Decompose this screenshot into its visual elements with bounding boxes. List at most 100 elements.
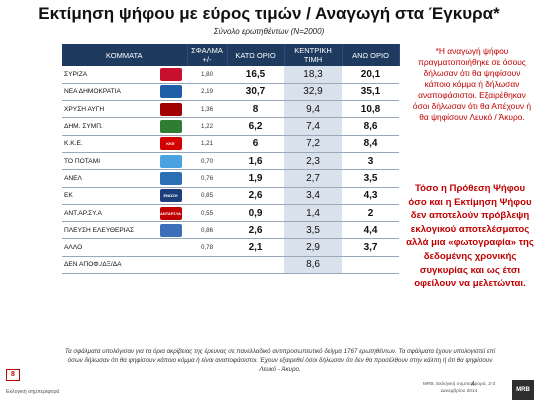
error-value: 1,36	[187, 100, 228, 119]
mid-value: 1,4	[284, 204, 343, 223]
party-logo	[154, 117, 188, 136]
table-row: Κ.Κ.Ε. ΚΚΕ 1,21 6 7,2 8,4	[62, 135, 400, 153]
party-name: ΑΝΕΛ	[62, 169, 154, 188]
high-value: 2	[342, 204, 400, 223]
party-name: ΕΚ	[62, 187, 154, 205]
table-row: ΕΚ ΕΝΩΣΗ ΚΕΝΤΡΩΩΝ 0,852,63,44,3	[62, 187, 400, 205]
low-value: 2,6	[227, 221, 285, 240]
mid-value: 3,5	[284, 221, 343, 240]
party-logo	[154, 221, 188, 240]
party-name: ΑΛΛΟ	[62, 238, 154, 257]
party-name: ΔΗΜ. ΣΥΜΠ.	[62, 117, 154, 136]
xa-logo-icon	[159, 102, 182, 116]
page-title: Εκτίμηση ψήφου με εύρος τιμών / Αναγωγή …	[38, 4, 500, 23]
high-value: 10,8	[342, 100, 400, 119]
low-value	[227, 256, 285, 275]
table-row: ΝΕΑ ΔΗΜΟΚΡΑΤΙΑ 2,19 30,7 32,9 35,1	[62, 83, 400, 102]
footnote-errors: Τα σφάλματα υπολόγισαν για τα όρια ακρίβ…	[64, 348, 496, 373]
vote-estimate-table: ΚΟΜΜΑΤΑ ΣΦΑΛΜΑ +/- ΚΑΤΩ ΟΡΙΟ ΚΕΝΤΡΙΚΗ ΤΙ…	[62, 44, 400, 275]
low-value: 1,6	[227, 152, 285, 171]
party-logo	[154, 152, 188, 171]
table-row: ΑΛΛΟ 0,78 2,1 2,9 3,7	[62, 238, 400, 257]
footer-left-text: Εκλογική σημπεριφορά	[6, 389, 60, 395]
high-value: 8,6	[342, 117, 400, 136]
error-value: 0,85	[187, 187, 228, 205]
note-disclaimer: Τόσο η Πρόθεση Ψήφου όσο και η Εκτίμηση …	[406, 183, 534, 290]
party-name: ΠΛΕΥΣΗ ΕΛΕΥΘΕΡΙΑΣ	[62, 221, 154, 240]
header-mid: ΚΕΝΤΡΙΚΗ ΤΙΜΗ	[284, 44, 343, 66]
party-logo	[154, 100, 188, 119]
table-row: ΔΗΜ. ΣΥΜΠ. 1,22 6,2 7,4 8,6	[62, 117, 400, 136]
high-value	[342, 256, 400, 275]
low-value: 16,5	[227, 66, 285, 84]
anel-logo-icon	[159, 171, 182, 185]
header-low: ΚΑΤΩ ΟΡΙΟ	[227, 44, 285, 66]
mid-value: 7,4	[284, 117, 343, 136]
header-party: ΚΟΜΜΑΤΑ	[62, 44, 188, 66]
party-logo: ΚΚΕ	[154, 135, 188, 153]
high-value: 4,4	[342, 221, 400, 240]
error-value	[187, 256, 228, 275]
high-value: 8,4	[342, 135, 400, 153]
party-name: Κ.Κ.Ε.	[62, 135, 154, 153]
syriza-logo-icon	[159, 67, 182, 81]
mid-value: 7,2	[284, 135, 343, 153]
party-name: ΑΝΤ.ΑΡ.ΣΥ.Α	[62, 204, 154, 223]
table-row: ΑΝΕΛ 0,76 1,9 2,7 3,5	[62, 169, 400, 188]
low-value: 2,6	[227, 187, 285, 205]
error-value: 2,19	[187, 83, 228, 102]
party-logo: ΑΝΤΑΡΣΥΑ	[154, 204, 188, 223]
mid-value: 3,4	[284, 187, 343, 205]
party-logo: ΕΝΩΣΗ ΚΕΝΤΡΩΩΝ	[154, 187, 188, 205]
potami-logo-icon	[159, 154, 182, 168]
mid-value: 8,6	[284, 256, 343, 275]
page-number: 8	[6, 369, 20, 381]
page-subtitle: Σύνολο ερωτηθέντων (Ν=2000)	[213, 27, 325, 36]
slide-number: 4	[471, 381, 475, 388]
high-value: 3	[342, 152, 400, 171]
low-value: 30,7	[227, 83, 285, 102]
dimsymp-logo-icon	[159, 120, 182, 134]
party-logo	[154, 256, 188, 275]
table-row: ΧΡΥΣΗ ΑΥΓΗ 1,36 8 9,4 10,8	[62, 100, 400, 119]
mid-value: 9,4	[284, 100, 343, 119]
error-value: 0,86	[187, 221, 228, 240]
high-value: 3,5	[342, 169, 400, 188]
error-value: 0,55	[187, 204, 228, 223]
table-row: ΑΝΤ.ΑΡ.ΣΥ.Α ΑΝΤΑΡΣΥΑ 0,55 0,9 1,4 2	[62, 204, 400, 223]
party-logo	[154, 169, 188, 188]
high-value: 20,1	[342, 66, 400, 84]
error-value: 0,78	[187, 238, 228, 257]
mid-value: 2,3	[284, 152, 343, 171]
low-value: 6	[227, 135, 285, 153]
plefsi-logo-icon	[159, 223, 182, 237]
table-row: ΠΛΕΥΣΗ ΕΛΕΥΘΕΡΙΑΣ 0,86 2,6 3,5 4,4	[62, 221, 400, 240]
table-header-row: ΚΟΜΜΑΤΑ ΣΦΑΛΜΑ +/- ΚΑΤΩ ΟΡΙΟ ΚΕΝΤΡΙΚΗ ΤΙ…	[62, 44, 400, 66]
error-value: 1,80	[187, 66, 228, 84]
mid-value: 32,9	[284, 83, 343, 102]
party-logo	[154, 66, 188, 84]
error-value: 0,76	[187, 169, 228, 188]
party-name: ΔΕΝ ΑΠΟΦ./ΔΞ/ΔΑ	[62, 256, 154, 275]
party-logo	[154, 83, 188, 102]
party-logo	[154, 238, 188, 257]
ek-logo-icon: ΕΝΩΣΗ ΚΕΝΤΡΩΩΝ	[159, 189, 182, 203]
party-name: ΝΕΑ ΔΗΜΟΚΡΑΤΙΑ	[62, 83, 154, 102]
table-row: ΣΥΡΙΖΑ 1,80 16,5 18,3 20,1	[62, 66, 400, 84]
error-value: 1,22	[187, 117, 228, 136]
low-value: 8	[227, 100, 285, 119]
mid-value: 2,9	[284, 238, 343, 257]
kke-logo-icon: ΚΚΕ	[159, 137, 182, 151]
low-value: 1,9	[227, 169, 285, 188]
party-name: ΧΡΥΣΗ ΑΥΓΗ	[62, 100, 154, 119]
high-value: 4,3	[342, 187, 400, 205]
high-value: 3,7	[342, 238, 400, 257]
table-row: ΔΕΝ ΑΠΟΦ./ΔΞ/ΔΑ 8,6	[62, 256, 400, 275]
mid-value: 2,7	[284, 169, 343, 188]
low-value: 6,2	[227, 117, 285, 136]
nd-logo-icon	[159, 85, 182, 99]
mrb-logo: MRB	[512, 380, 534, 400]
note-vote-reduction: *Η αναγωγή ψήφου πραγματοποιήθηκε σε όσο…	[412, 46, 532, 122]
table-row: ΤΟ ΠΟΤΑΜΙ 0,70 1,6 2,3 3	[62, 152, 400, 171]
mid-value: 18,3	[284, 66, 343, 84]
